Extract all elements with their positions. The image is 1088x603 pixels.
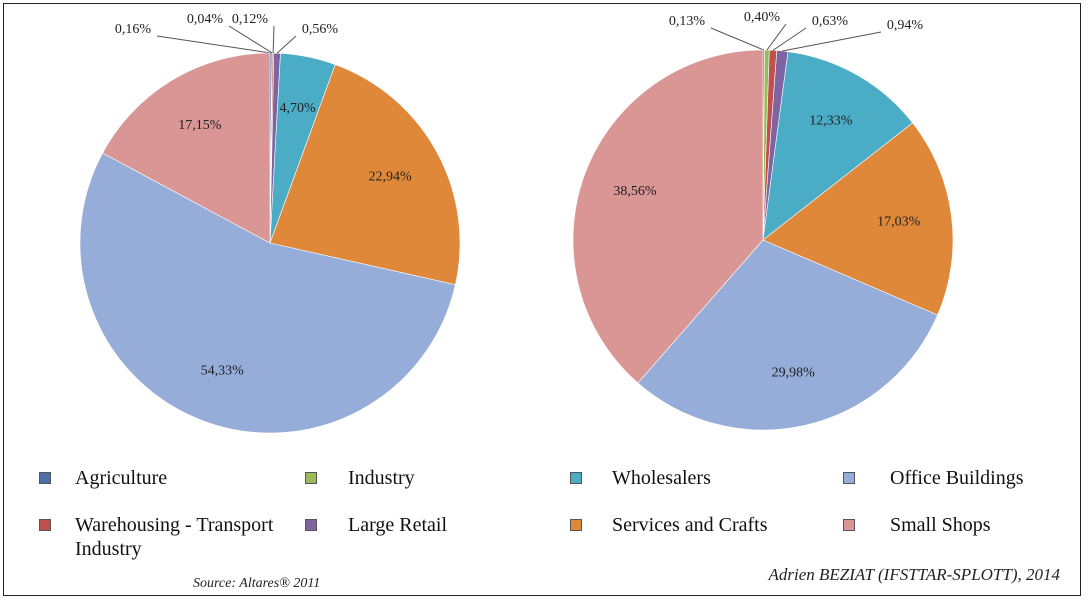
slice-label: 0,04% xyxy=(187,12,224,27)
legend-swatch xyxy=(570,519,582,531)
pie-slice xyxy=(572,49,764,384)
legend-label: Industry xyxy=(348,467,415,489)
legend-swatch xyxy=(305,472,317,484)
slice-label: 12,33% xyxy=(809,113,853,128)
slice-label: 0,63% xyxy=(812,14,849,29)
pie-slice xyxy=(269,64,461,286)
legend-label: Office Buildings xyxy=(890,467,1024,489)
slice-label: 4,70% xyxy=(279,101,316,116)
legend-label: Agriculture xyxy=(75,467,168,489)
legend-swatch xyxy=(39,519,51,531)
leader-line xyxy=(276,35,297,54)
leader-line xyxy=(772,27,807,51)
slice-label: 0,40% xyxy=(744,10,781,25)
legend-label: Wholesalers xyxy=(612,467,711,489)
legend-swatch xyxy=(843,519,855,531)
legend-swatch xyxy=(305,519,317,531)
legend-swatch xyxy=(39,472,51,484)
slice-label: 0,94% xyxy=(887,18,924,33)
pie-slice xyxy=(762,51,914,241)
slice-label: 17,03% xyxy=(877,215,921,230)
legend-label: Services and Crafts xyxy=(612,514,768,536)
slice-label: 0,16% xyxy=(115,22,152,37)
pie-slice xyxy=(79,152,456,434)
slice-label: 54,33% xyxy=(201,363,245,378)
legend-swatch xyxy=(570,472,582,484)
slice-label: 29,98% xyxy=(772,366,816,381)
credit: Adrien BEZIAT (IFSTTAR-SPLOTT), 2014 xyxy=(768,565,1060,584)
leader-line xyxy=(272,25,275,54)
slice-label: 0,12% xyxy=(232,12,269,27)
legend-swatch xyxy=(843,472,855,484)
pie-slice xyxy=(637,239,938,431)
pie-slice xyxy=(102,52,271,244)
leader-line xyxy=(156,35,272,54)
leader-line xyxy=(766,23,787,51)
slice-label: 38,56% xyxy=(613,184,657,199)
leader-line xyxy=(228,25,273,54)
leader-line xyxy=(782,31,882,52)
slice-label: 17,15% xyxy=(178,118,222,133)
pie-slice xyxy=(762,122,954,316)
frame xyxy=(3,3,1081,596)
legend-label: Small Shops xyxy=(890,514,991,536)
legend-label: Warehousing - Transport Industry xyxy=(75,514,274,560)
slice-label: 22,94% xyxy=(368,170,412,185)
slice-label: 0,56% xyxy=(302,22,339,37)
leader-line xyxy=(710,27,764,51)
legend-label: Large Retail xyxy=(348,514,448,536)
source: Source: Altares® 2011 xyxy=(193,576,321,591)
slice-label: 0,13% xyxy=(669,14,706,29)
